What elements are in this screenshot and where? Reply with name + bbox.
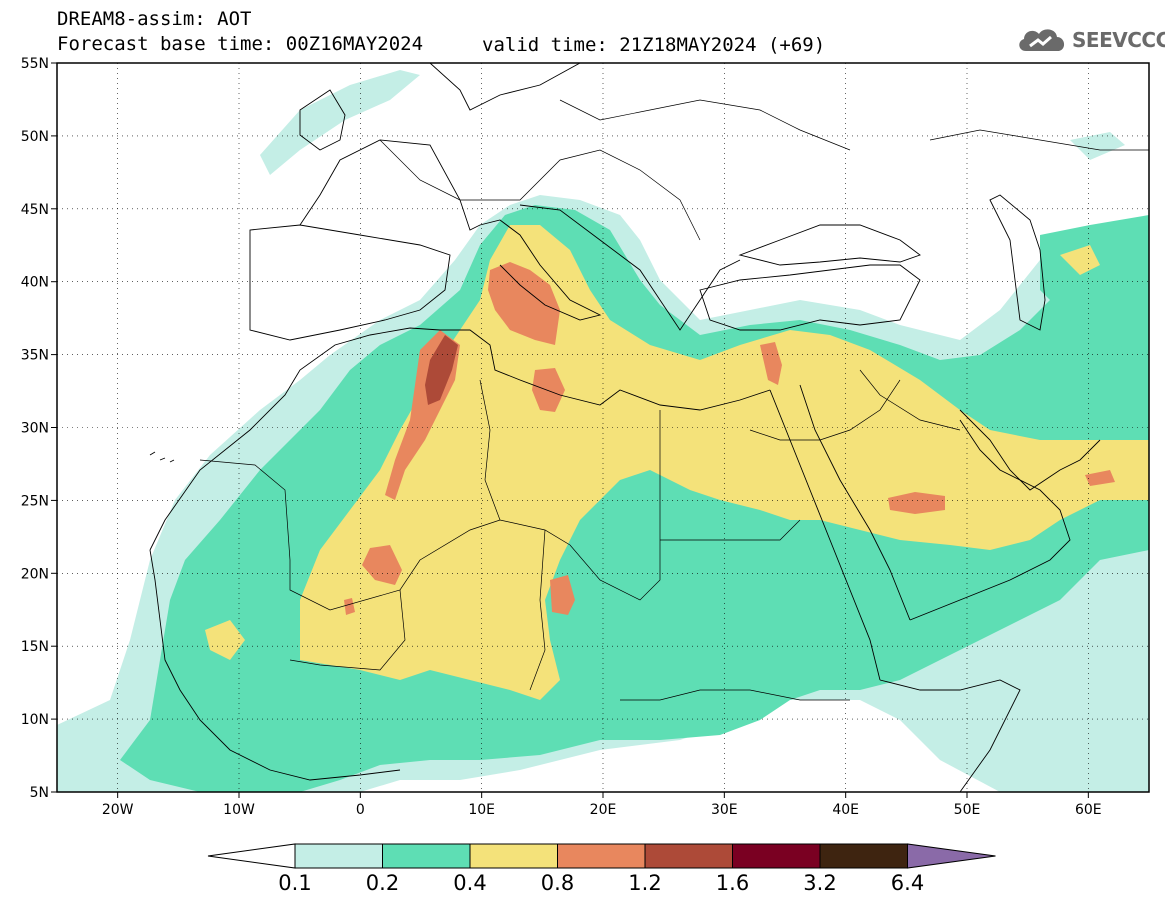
lat-tick-label: 10N [21, 712, 49, 728]
aot-level-0.8 [362, 545, 402, 585]
aot-level-0.8 [888, 492, 945, 514]
colorbar-label: 1.2 [628, 871, 661, 895]
colorbar-over-arrow [907, 843, 996, 869]
aot-level-0.4-east [1060, 245, 1100, 275]
lat-tick-label: 40N [21, 275, 49, 291]
aot-level-0.8 [760, 342, 782, 385]
lat-tick-label: 50N [21, 129, 49, 145]
lon-tick-label: 30E [711, 802, 738, 818]
lat-tick-label: 30N [21, 421, 49, 437]
forecast-base-time: Forecast base time: 00Z16MAY2024 [57, 33, 424, 55]
colorbar-label: 0.2 [366, 871, 399, 895]
lon-tick-label: 20W [102, 802, 134, 818]
logo-text: SEEVCCC [1072, 28, 1165, 52]
colorbar-label: 0.8 [541, 871, 574, 895]
lat-tick-label: 5N [30, 785, 49, 801]
lat-tick-label: 35N [21, 348, 49, 364]
aot-level-1.2 [425, 335, 458, 405]
lat-tick-label: 20N [21, 566, 49, 582]
aot-level-0.8 [550, 575, 575, 615]
lon-tick-label: 50E [954, 802, 981, 818]
aot-level-0.1-north [260, 70, 420, 175]
aot-level-0.8 [1085, 470, 1115, 486]
lon-tick-label: 0 [356, 802, 365, 818]
valid-time: valid time: 21Z18MAY2024 (+69) [482, 34, 826, 56]
aot-level-0.4 [300, 225, 1149, 700]
colorbar-segment [382, 843, 471, 869]
cloud-icon [1019, 29, 1065, 51]
colorbar-segment [469, 843, 558, 869]
colorbar-segment [294, 843, 383, 869]
lat-tick-label: 15N [21, 639, 49, 655]
colorbar: 0.1 0.2 0.4 0.8 1.2 1.6 3.2 6.4 [207, 843, 996, 895]
colorbar-segment [557, 843, 646, 869]
lon-tick-label: 60E [1075, 802, 1102, 818]
latitude-labels: 55N 50N 45N 40N 35N 30N 25N 20N 15N 10N 5N [21, 56, 57, 801]
aot-level-0.8 [488, 262, 560, 345]
map-title: DREAM8-assim: AOT [57, 8, 252, 30]
aot-level-0.4-sahel [205, 620, 245, 660]
aot-level-0.1-north [1070, 132, 1125, 160]
lon-tick-label: 10W [223, 802, 255, 818]
colorbar-label: 1.6 [716, 871, 749, 895]
lat-tick-label: 25N [21, 493, 49, 509]
lon-tick-label: 40E [832, 802, 859, 818]
country-borders [199, 99, 1149, 701]
aot-level-0.8 [532, 368, 565, 412]
colorbar-segment [819, 843, 908, 869]
aot-level-0.8 [344, 598, 355, 615]
colorbar-label: 0.4 [453, 871, 486, 895]
colorbar-under-arrow [207, 843, 296, 869]
lat-tick-label: 45N [21, 202, 49, 218]
lat-tick-label: 55N [21, 56, 49, 72]
grid-lines [57, 63, 1149, 792]
colorbar-label: 6.4 [891, 871, 924, 895]
colorbar-segment [644, 843, 733, 869]
colorbar-label: 3.2 [803, 871, 836, 895]
aot-level-0.2-east [1040, 215, 1149, 350]
lon-tick-label: 10E [468, 802, 495, 818]
colorbar-label: 0.1 [278, 871, 311, 895]
lon-tick-label: 20E [590, 802, 617, 818]
colorbar-segment [732, 843, 821, 869]
longitude-labels: 20W 10W 0 10E 20E 30E 40E 50E 60E [102, 792, 1102, 818]
seevccc-logo: SEEVCCC [1016, 24, 1165, 56]
